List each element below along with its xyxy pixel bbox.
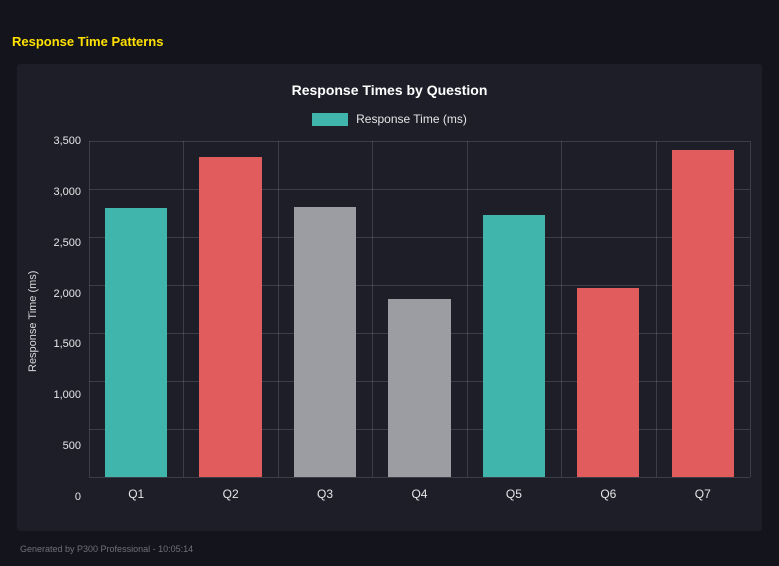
x-tick-label-Q6: Q6 xyxy=(600,487,617,501)
bar-slot-Q6 xyxy=(561,141,655,477)
y-tick-label: 500 xyxy=(62,440,81,453)
y-tick-label: 0 xyxy=(74,491,81,503)
x-axis-labels: Q1 Q2 Q3 Q4 Q5 Q6 Q7 xyxy=(89,487,750,501)
y-tick-label: 1,500 xyxy=(53,338,81,351)
x-tick-label-Q1: Q1 xyxy=(128,487,145,501)
page-title: Response Time Patterns xyxy=(12,34,164,49)
chart-body: Response Time (ms) 0 500 1,000 1,500 2,000 2,… xyxy=(27,135,751,503)
horizontal-gridline xyxy=(89,285,750,286)
x-tick-label-Q5: Q5 xyxy=(505,487,522,501)
chart-legend[interactable]: Response Time (ms) xyxy=(17,112,762,126)
legend-label: Response Time (ms) xyxy=(356,112,467,126)
vertical-gridline xyxy=(277,141,279,477)
vertical-gridline xyxy=(372,141,374,477)
bar-slot-Q7 xyxy=(656,141,750,477)
x-tick-label-Q2: Q2 xyxy=(222,487,239,501)
plot-area xyxy=(89,141,751,478)
y-tick-label: 1,000 xyxy=(53,389,81,402)
y-tick-label: 2,000 xyxy=(53,287,81,300)
y-tick-label: 3,000 xyxy=(53,185,81,198)
bar-slot-Q2 xyxy=(183,141,277,477)
bar-Q7[interactable] xyxy=(671,149,734,477)
bar-slot-Q5 xyxy=(467,141,561,477)
legend-swatch xyxy=(312,112,349,126)
vertical-gridline xyxy=(466,141,468,477)
x-tick-label-Q3: Q3 xyxy=(317,487,334,501)
vertical-gridline xyxy=(183,141,185,477)
footer-note: Generated by P300 Professional - 10:05:1… xyxy=(20,544,194,554)
bar-Q4[interactable] xyxy=(388,299,451,477)
y-tick-label: 3,500 xyxy=(53,135,81,147)
y-axis-title: Response Time (ms) xyxy=(27,270,39,372)
vertical-gridline xyxy=(561,141,563,477)
bar-Q6[interactable] xyxy=(577,287,640,477)
chart-panel: Response Times by Question Response Time… xyxy=(17,64,762,531)
vertical-gridline xyxy=(89,141,90,477)
y-tick-label: 2,500 xyxy=(53,236,81,249)
bar-Q3[interactable] xyxy=(293,207,357,477)
horizontal-gridline xyxy=(89,189,750,190)
bars-layer xyxy=(89,141,750,477)
chart-title: Response Times by Question xyxy=(291,82,488,98)
horizontal-gridline xyxy=(89,477,750,478)
plot-column: Q1 Q2 Q3 Q4 Q5 Q6 Q7 xyxy=(89,141,751,501)
bar-Q2[interactable] xyxy=(199,157,262,477)
x-tick-label-Q7: Q7 xyxy=(694,487,711,501)
bar-slot-Q3 xyxy=(278,141,372,477)
y-axis-ticks: 0 500 1,000 1,500 2,000 2,500 3,000 3,500 xyxy=(45,135,89,503)
horizontal-gridline xyxy=(89,237,750,238)
x-tick-label-Q4: Q4 xyxy=(411,487,428,501)
vertical-gridline xyxy=(655,141,657,477)
vertical-gridline xyxy=(750,141,751,477)
horizontal-gridline xyxy=(89,141,750,142)
bar-Q5[interactable] xyxy=(482,214,546,477)
bar-Q1[interactable] xyxy=(105,208,168,477)
bar-slot-Q1 xyxy=(89,141,183,477)
bar-slot-Q4 xyxy=(372,141,466,477)
